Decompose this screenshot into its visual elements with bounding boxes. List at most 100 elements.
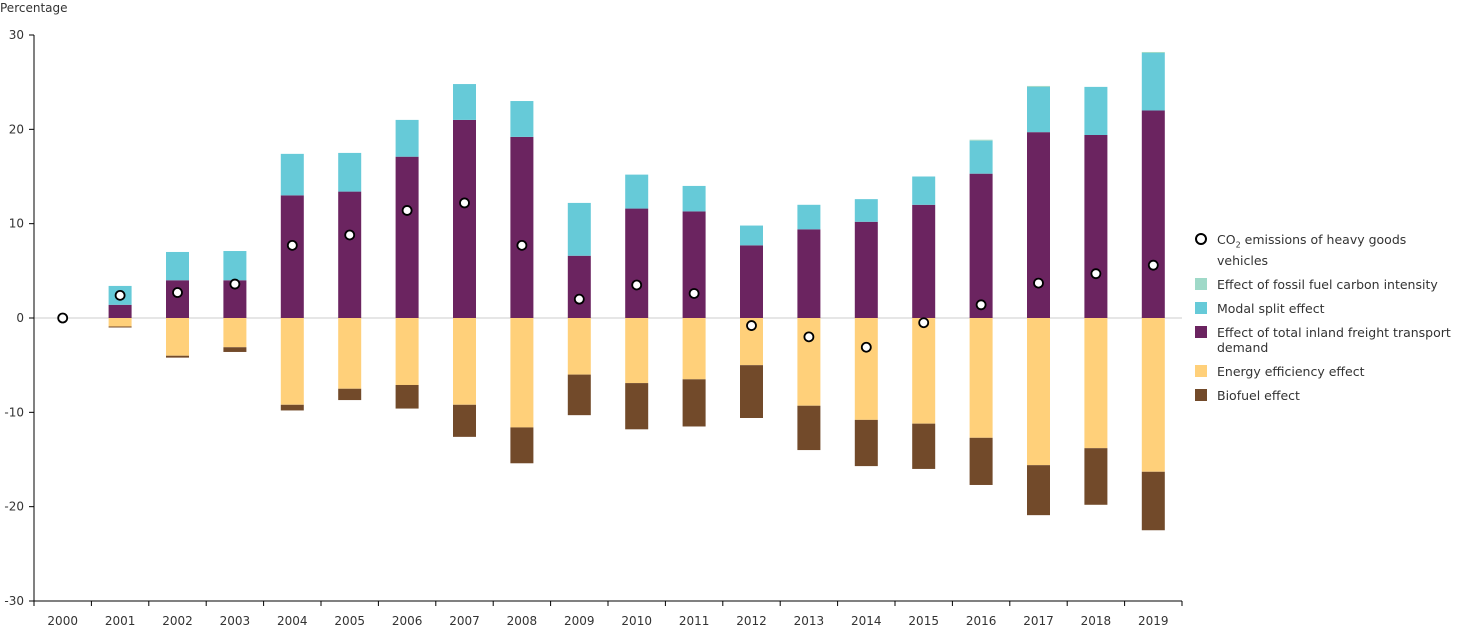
bar-segment bbox=[912, 176, 936, 205]
co2-point bbox=[860, 341, 872, 353]
co2-point bbox=[746, 320, 757, 331]
x-tick-label: 2007 bbox=[449, 614, 480, 628]
x-tick-label: 2005 bbox=[334, 614, 365, 628]
bar-segment bbox=[682, 211, 706, 318]
legend-item-fossil: Effect of fossil fuel carbon intensity bbox=[1192, 277, 1460, 292]
co2-point bbox=[459, 197, 470, 209]
bar-segment bbox=[338, 318, 362, 389]
bar-segment bbox=[453, 84, 476, 120]
bar-segment bbox=[1084, 448, 1108, 505]
bar-segment bbox=[969, 318, 993, 438]
legend-item-demand: Effect of total inland freight transport… bbox=[1192, 325, 1460, 355]
y-tick-label: -30 bbox=[4, 594, 24, 608]
swatch-icon bbox=[1195, 325, 1207, 338]
bar-segment bbox=[854, 318, 878, 420]
co2-point bbox=[688, 288, 700, 299]
bar-segment bbox=[510, 101, 534, 137]
bar-segment bbox=[395, 119, 419, 157]
bar-segment bbox=[567, 255, 591, 318]
swatch-icon bbox=[1195, 301, 1207, 314]
legend-label: Effect of fossil fuel carbon intensity bbox=[1217, 276, 1438, 292]
bar-segment bbox=[1141, 52, 1165, 111]
bar-segment bbox=[567, 318, 591, 375]
bar-segment bbox=[108, 326, 132, 328]
legend-label: Biofuel effect bbox=[1217, 387, 1300, 403]
x-tick-label: 2019 bbox=[1138, 614, 1169, 628]
bar-segment bbox=[510, 427, 534, 464]
bar-segment bbox=[395, 384, 419, 409]
bar-segment bbox=[1027, 85, 1050, 87]
bar-segment bbox=[280, 404, 304, 411]
bar-segment bbox=[682, 185, 706, 212]
x-tick-label: 2000 bbox=[47, 614, 78, 628]
x-tick-label: 2017 bbox=[1023, 614, 1054, 628]
bar-segment bbox=[338, 388, 362, 401]
bar-segment bbox=[625, 318, 649, 384]
x-tick-label: 2012 bbox=[736, 614, 767, 628]
bar-segment bbox=[166, 280, 189, 318]
bar-segment bbox=[740, 245, 763, 318]
y-axis-label: Percentage bbox=[0, 1, 68, 15]
swatch-icon bbox=[1195, 277, 1207, 290]
legend-item-biofuel: Biofuel effect bbox=[1192, 388, 1460, 403]
y-tick-label: 30 bbox=[9, 28, 24, 42]
co2-point bbox=[114, 289, 126, 301]
bar-segment bbox=[912, 318, 936, 424]
bar-segment bbox=[395, 318, 419, 385]
bar-segment bbox=[1141, 471, 1165, 531]
bar-segment bbox=[797, 229, 821, 318]
co2-point bbox=[401, 205, 413, 216]
x-tick-label: 2004 bbox=[277, 614, 308, 628]
bar-segment bbox=[567, 374, 591, 416]
bar-segment bbox=[395, 156, 419, 318]
bar-segment bbox=[797, 405, 821, 451]
y-tick-label: 0 bbox=[16, 311, 24, 325]
bar-segment bbox=[625, 208, 649, 318]
co2-point bbox=[975, 299, 987, 311]
x-tick-label: 2002 bbox=[162, 614, 193, 628]
swatch-icon bbox=[1195, 364, 1207, 377]
bar-segment bbox=[453, 318, 476, 405]
x-tick-label: 2018 bbox=[1081, 614, 1112, 628]
bar-segment bbox=[223, 251, 247, 281]
bar-segment bbox=[740, 318, 763, 366]
bar-segment bbox=[682, 379, 706, 427]
x-tick-label: 2008 bbox=[507, 614, 538, 628]
co2-point bbox=[803, 331, 815, 343]
co2-point bbox=[229, 278, 241, 290]
co2-point bbox=[286, 239, 298, 251]
bar-segment bbox=[1084, 134, 1108, 318]
bar-segment bbox=[338, 152, 362, 192]
bar-segment bbox=[1141, 110, 1165, 318]
bar-segment bbox=[797, 318, 821, 406]
legend-item-efficiency: Energy efficiency effect bbox=[1192, 364, 1460, 379]
bar-segment bbox=[969, 140, 993, 174]
y-tick-label: -20 bbox=[4, 500, 24, 514]
co2-point bbox=[1147, 259, 1159, 271]
bar-segment bbox=[223, 280, 247, 318]
x-tick-label: 2014 bbox=[851, 614, 882, 628]
point-marker-icon bbox=[1195, 233, 1207, 245]
bar-segment bbox=[854, 221, 878, 318]
bar-segment bbox=[1084, 318, 1108, 449]
co2-point bbox=[631, 279, 643, 291]
y-tick-label: 20 bbox=[9, 122, 24, 136]
bar-segment bbox=[280, 195, 304, 318]
x-tick-label: 2013 bbox=[794, 614, 825, 628]
bar-segment bbox=[510, 318, 534, 428]
bar-segment bbox=[280, 318, 304, 405]
y-tick-label: -10 bbox=[4, 405, 24, 419]
legend-label-subscript: 2 bbox=[1235, 240, 1241, 250]
bar-segment bbox=[1027, 465, 1050, 516]
bar-segment bbox=[223, 347, 247, 352]
x-tick-label: 2011 bbox=[679, 614, 710, 628]
legend-label: Energy efficiency effect bbox=[1217, 363, 1365, 379]
x-tick-label: 2015 bbox=[908, 614, 939, 628]
bar-segment bbox=[1141, 318, 1165, 472]
legend-label-rest: emissions of heavy goods vehicles bbox=[1217, 232, 1407, 268]
co2-point bbox=[516, 239, 528, 251]
bar-segment bbox=[854, 199, 878, 222]
x-tick-label: 2001 bbox=[105, 614, 136, 628]
x-tick-label: 2009 bbox=[564, 614, 595, 628]
